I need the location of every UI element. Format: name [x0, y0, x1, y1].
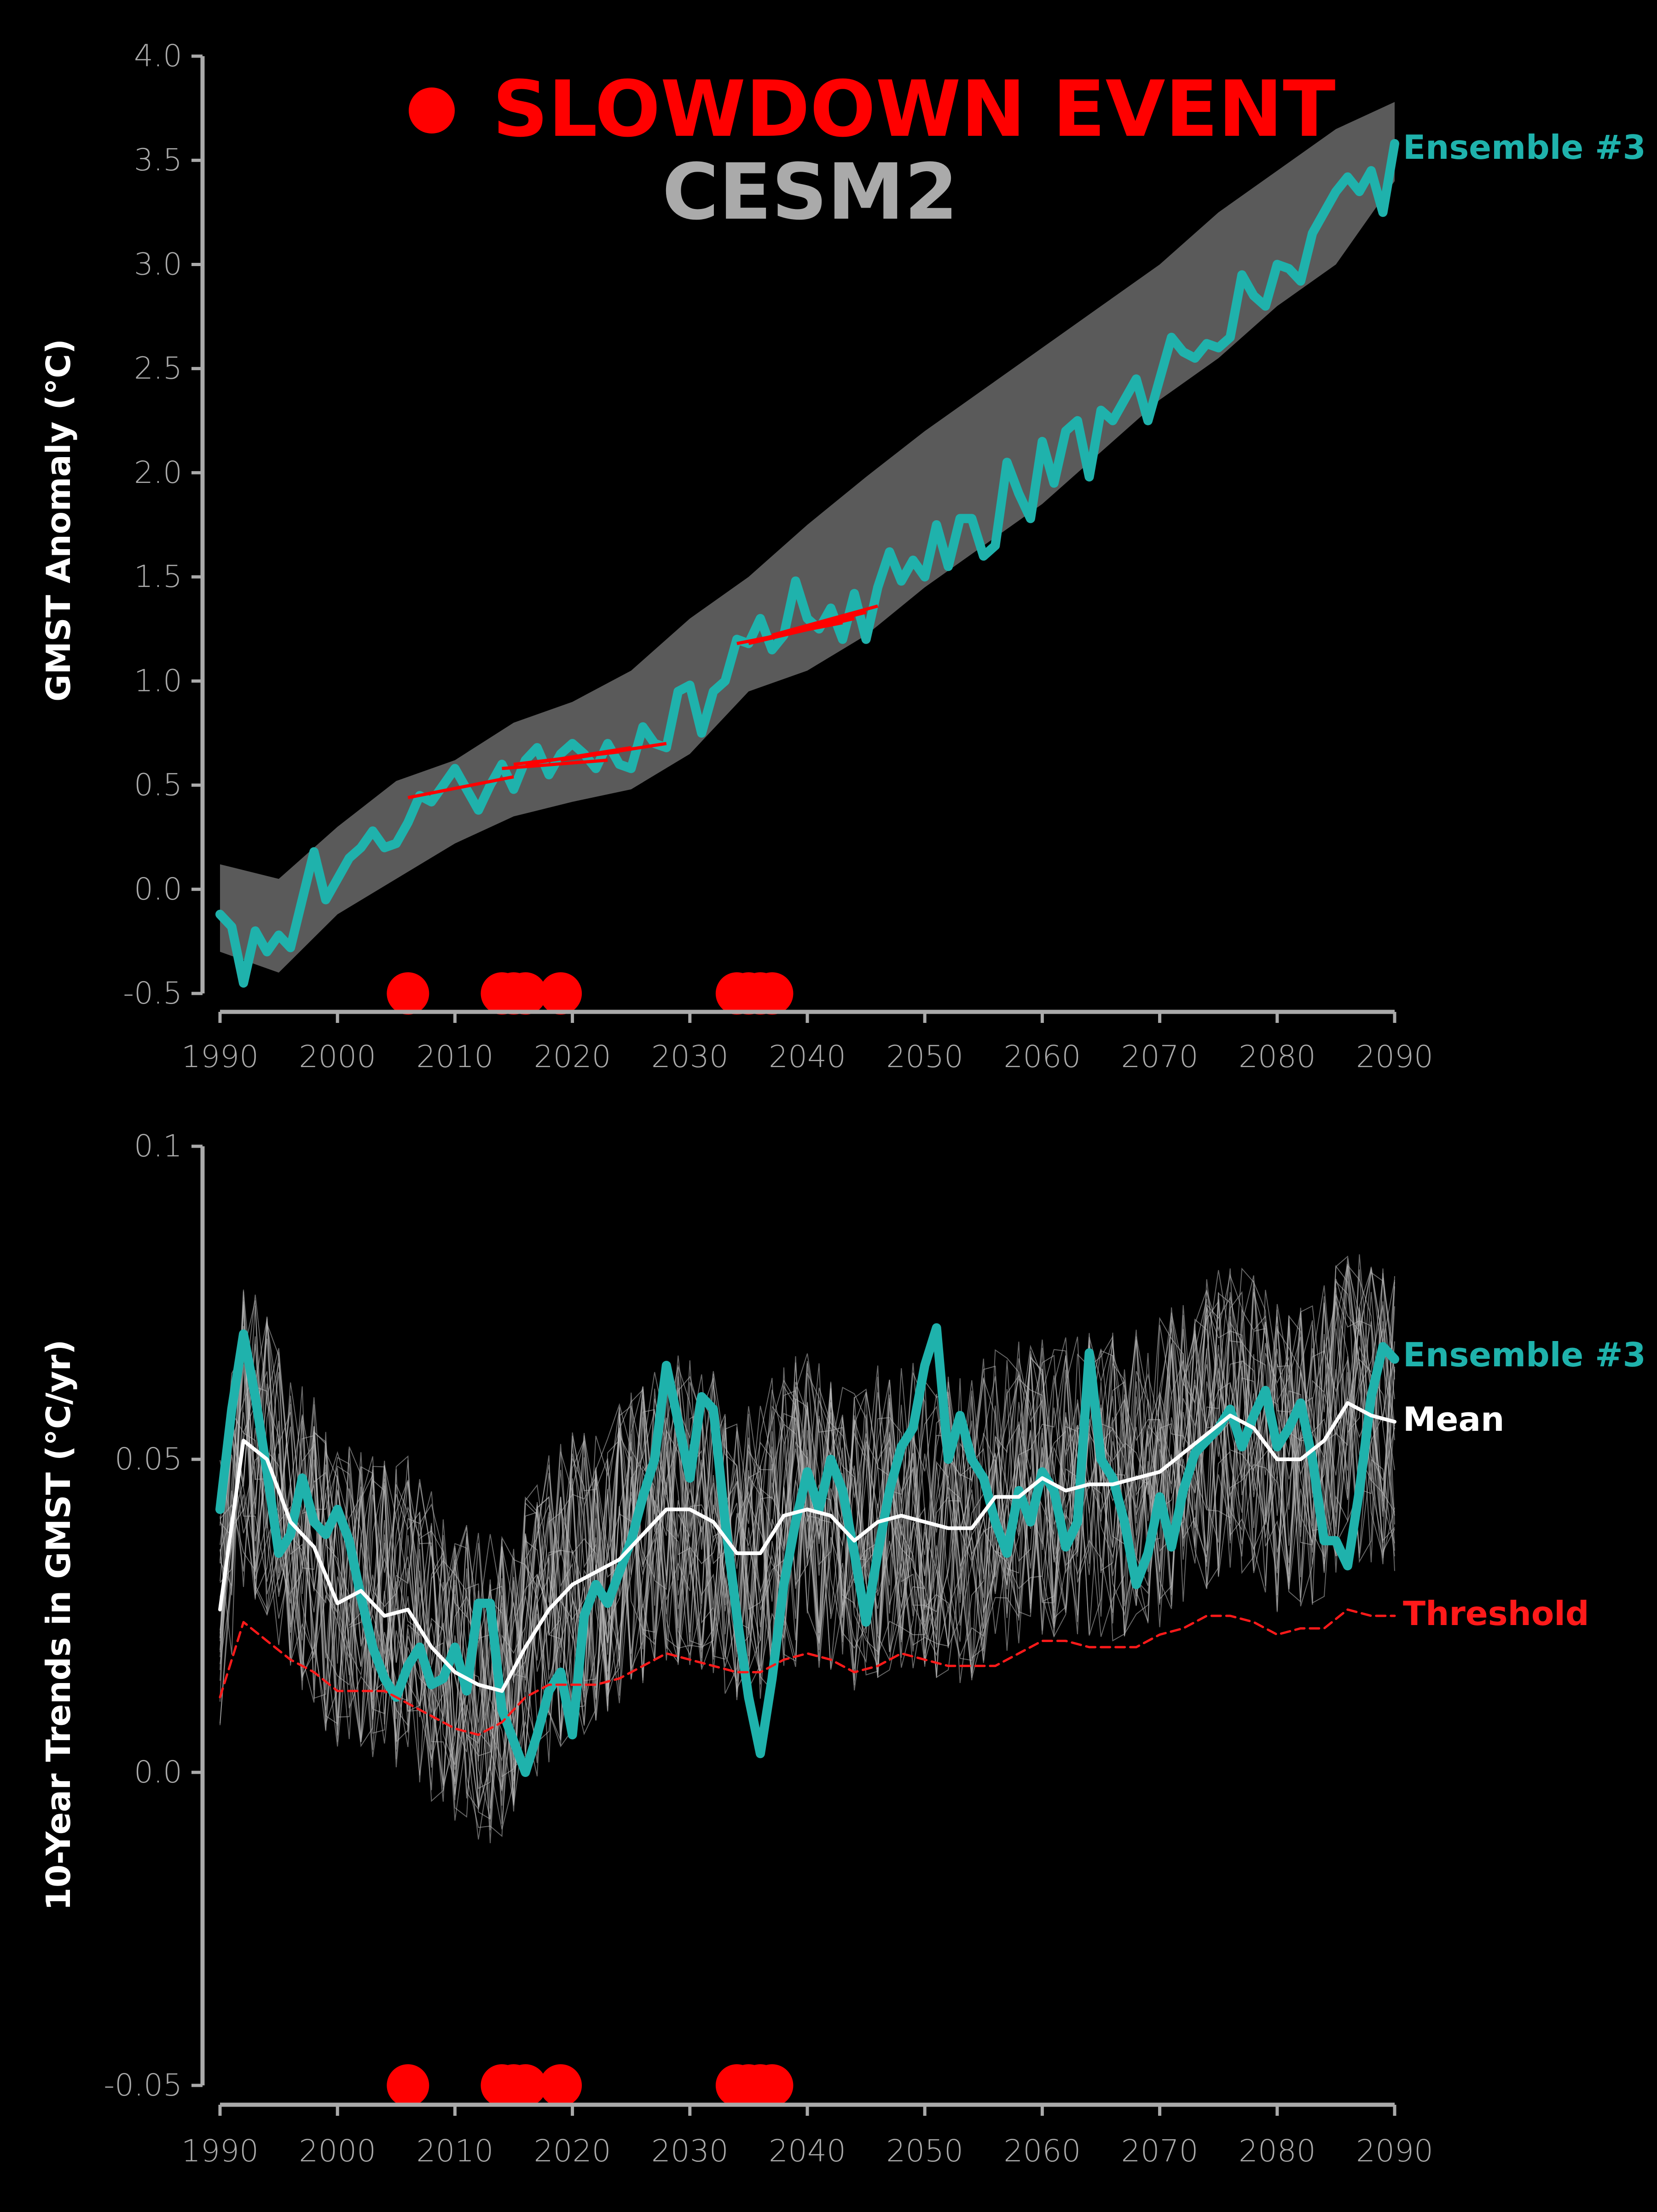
x-tick-label: 2020 — [534, 1039, 611, 1074]
slowdown-event-marker — [504, 972, 547, 1015]
slowdown-event-marker — [539, 2064, 582, 2107]
ensemble-member-line — [220, 1271, 1395, 1802]
y-tick-label: 1.5 — [134, 559, 182, 594]
ensemble-3-line — [215, 139, 1399, 988]
y-tick-label: 0.05 — [115, 1441, 182, 1477]
y-tick-label: 0.0 — [134, 871, 182, 907]
slowdown-event-marker — [539, 972, 582, 1015]
x-tick-label: 2050 — [886, 1039, 963, 1074]
slowdown-event-marker — [751, 2064, 794, 2107]
y-tick-label: 2.5 — [134, 351, 182, 386]
mean-line — [218, 1401, 1396, 1693]
y-tick-label: 0.1 — [134, 1128, 182, 1164]
y-tick-label: 4.0 — [134, 38, 182, 74]
y-tick-label: -0.5 — [123, 975, 182, 1011]
trend-segment — [771, 604, 879, 637]
legend-slowdown-label: SLOWDOWN EVENT — [492, 64, 1336, 154]
ensemble-3-line — [215, 1323, 1399, 1777]
x-tick-label: 2040 — [769, 2133, 846, 2169]
slowdown-event-marker — [504, 2064, 547, 2107]
x-tick-label: 2070 — [1121, 1039, 1199, 1074]
x-tick-label: 2060 — [1003, 1039, 1081, 1074]
ensemble-spread-band — [220, 102, 1395, 973]
slowdown-event-marker — [751, 972, 794, 1015]
x-tick-label: 2000 — [299, 2133, 376, 2169]
y-tick-label: 3.5 — [134, 142, 182, 178]
panel-1-ensemble-label: Ensemble #3 — [1403, 128, 1646, 167]
y-tick-label: 1.0 — [134, 663, 182, 698]
x-tick-label: 2030 — [651, 2133, 729, 2169]
y-tick-label: 0.5 — [134, 767, 182, 803]
y-tick-label: 2.0 — [134, 455, 182, 490]
y-tick-label: -0.05 — [104, 2067, 182, 2103]
panel-1-y-axis-title: GMST Anomaly (°C) — [39, 339, 78, 702]
y-tick-label: 3.0 — [134, 246, 182, 282]
ensemble-member-line — [220, 1270, 1395, 1728]
x-tick-label: 2080 — [1239, 2133, 1316, 2169]
ensemble-member-line — [220, 1269, 1395, 1811]
x-tick-label: 2000 — [299, 1039, 376, 1074]
x-tick-label: 2090 — [1356, 1039, 1433, 1074]
x-tick-label: 2070 — [1121, 2133, 1199, 2169]
x-tick-label: 2010 — [416, 2133, 493, 2169]
trend-segment — [407, 775, 514, 800]
trend-segment — [502, 758, 608, 770]
panel-2: 1990 2000 2010 2020 2030 2040 2050 2060 2070 2080… — [104, 1128, 1433, 2169]
slowdown-event-marker — [387, 972, 429, 1015]
x-tick-label: 2060 — [1003, 2133, 1081, 2169]
x-tick-label: 1990 — [181, 1039, 259, 1074]
x-tick-label: 2030 — [651, 1039, 729, 1074]
x-tick-label: 2050 — [886, 2133, 963, 2169]
panel-2-ensemble-label: Ensemble #3 — [1403, 1335, 1646, 1374]
panel-2-threshold-label: Threshold — [1403, 1594, 1589, 1633]
legend-slowdown-marker — [409, 87, 455, 134]
x-tick-label: 2010 — [416, 1039, 493, 1074]
panel-2-y-axis-title: 10-Year Trends in GMST (°C/yr) — [39, 1340, 78, 1910]
slowdown-event-marker — [387, 2064, 429, 2107]
ensemble-member-line — [220, 1265, 1395, 1759]
x-tick-label: 1990 — [181, 2133, 259, 2169]
threshold-line — [219, 1608, 1396, 1736]
trend-segment — [560, 742, 667, 762]
x-tick-label: 2080 — [1239, 1039, 1316, 1074]
legend-model-label: CESM2 — [662, 147, 958, 237]
x-tick-label: 2040 — [769, 1039, 846, 1074]
panel-2-mean-label: Mean — [1403, 1400, 1504, 1439]
y-tick-label: 0.0 — [134, 1754, 182, 1790]
x-tick-label: 2090 — [1356, 2133, 1433, 2169]
x-tick-label: 2020 — [534, 2133, 611, 2169]
panel-1: 1990 2000 2010 2020 2030 2040 2050 2060 2070 2080… — [123, 38, 1433, 1074]
